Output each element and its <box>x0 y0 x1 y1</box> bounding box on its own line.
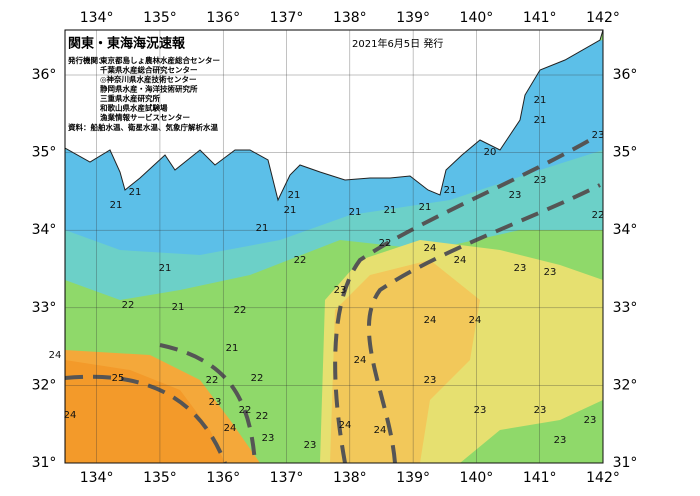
temperature-label: 21 <box>226 343 239 354</box>
temperature-label: 21 <box>349 207 362 218</box>
kuroshio-axis <box>65 138 601 463</box>
lon-label-top: 140° <box>460 10 494 26</box>
temperature-label: 21 <box>419 202 432 213</box>
temperature-label: 24 <box>339 420 352 431</box>
temperature-label: 23 <box>544 267 557 278</box>
temperature-label: 21 <box>129 187 142 198</box>
temperature-label: 21 <box>256 223 269 234</box>
lon-label-bottom: 136° <box>206 470 240 486</box>
lon-label-top: 135° <box>143 10 177 26</box>
lat-label-left: 36° <box>32 67 57 83</box>
temperature-label: 21 <box>159 263 172 274</box>
lat-label-left: 35° <box>32 145 57 161</box>
temperature-label: 25 <box>112 373 125 384</box>
temperature-label: 24 <box>224 423 237 434</box>
temperature-label: 21 <box>384 205 397 216</box>
temperature-label: 22 <box>206 375 219 386</box>
temperature-label: 24 <box>454 255 467 266</box>
issue-date: 2021年6月5日 発行 <box>352 37 443 50</box>
map-title: 関東・東海海況速報 <box>68 36 186 52</box>
issuer: 静岡県水産・海洋技術研究所 <box>100 84 198 94</box>
lat-label-right: 36° <box>613 67 638 83</box>
lon-label-top: 139° <box>396 10 430 26</box>
issuer: 千葉県水産総合研究センター <box>100 65 198 75</box>
temperature-label: 23 <box>474 405 487 416</box>
lat-label-left: 33° <box>32 300 57 316</box>
lat-label-right: 31° <box>613 455 638 471</box>
land <box>65 30 603 202</box>
temperature-label: 23 <box>534 405 547 416</box>
lon-label-bottom: 137° <box>270 470 304 486</box>
temperature-label: 23 <box>424 375 437 386</box>
temperature-label: 22 <box>239 405 252 416</box>
temperature-label: 21 <box>444 185 457 196</box>
temperature-label: 22 <box>294 255 307 266</box>
temperature-label: 22 <box>379 238 392 249</box>
lon-label-bottom: 138° <box>333 470 367 486</box>
temperature-label: 23 <box>262 433 275 444</box>
temperature-label: 22 <box>234 305 247 316</box>
temperature-label: 21 <box>110 200 123 211</box>
lon-label-top: 137° <box>270 10 304 26</box>
temperature-label: 24 <box>374 425 387 436</box>
temperature-label: 23 <box>592 130 605 141</box>
temperature-label: 24 <box>49 350 62 361</box>
lat-label-left: 32° <box>32 377 57 393</box>
temperature-label: 23 <box>584 415 597 426</box>
temperature-label: 24 <box>64 410 77 421</box>
lon-label-top: 136° <box>206 10 240 26</box>
temperature-label: 24 <box>424 315 437 326</box>
temperature-label: 23 <box>534 175 547 186</box>
temperature-label: 23 <box>554 435 567 446</box>
temperature-label: 24 <box>424 243 437 254</box>
lon-label-bottom: 139° <box>396 470 430 486</box>
lon-label-top: 134° <box>80 10 114 26</box>
temperature-label: 24 <box>469 315 482 326</box>
lon-label-top: 142° <box>586 10 620 26</box>
data-source: 資料：船舶水温、衛星水温、気象庁解析水温 <box>68 122 218 132</box>
sea-orange-core <box>65 360 225 463</box>
temperature-label: 23 <box>304 440 317 451</box>
temperature-label: 21 <box>534 115 547 126</box>
lon-label-top: 138° <box>333 10 367 26</box>
temperature-label: 23 <box>509 190 522 201</box>
temperature-label: 20 <box>484 147 497 158</box>
temperature-label: 22 <box>592 210 605 221</box>
temperature-label: 24 <box>354 355 367 366</box>
temperature-label: 23 <box>209 397 222 408</box>
issuer: ◎神奈川県水産技術センター <box>100 74 197 84</box>
lat-label-right: 34° <box>613 222 638 238</box>
sea-warm <box>330 260 480 463</box>
lat-label-left: 34° <box>32 222 57 238</box>
lat-label-right: 35° <box>613 145 638 161</box>
issuer: 漁業情報サービスセンター <box>100 112 190 122</box>
lon-label-top: 141° <box>523 10 557 26</box>
lon-label-bottom: 134° <box>80 470 114 486</box>
temperature-label: 23 <box>334 285 347 296</box>
lon-label-bottom: 135° <box>143 470 177 486</box>
lat-label-right: 33° <box>613 300 638 316</box>
lon-label-bottom: 141° <box>523 470 557 486</box>
lon-label-bottom: 142° <box>586 470 620 486</box>
lat-label-right: 32° <box>613 377 638 393</box>
issuer-label: 発行機関： <box>67 55 106 65</box>
temperature-label: 21 <box>534 95 547 106</box>
temperature-label: 22 <box>122 300 135 311</box>
temperature-label: 21 <box>172 302 185 313</box>
sea-surface <box>65 30 603 463</box>
temperature-label: 21 <box>288 190 301 201</box>
temperature-label: 23 <box>514 263 527 274</box>
lat-label-left: 31° <box>32 455 57 471</box>
lon-label-bottom: 140° <box>460 470 494 486</box>
temperature-label: 22 <box>256 411 269 422</box>
temperature-label: 21 <box>284 205 297 216</box>
temperature-label: 22 <box>251 373 264 384</box>
issuer: 和歌山県水産試験場 <box>100 103 168 113</box>
issuer: 三重県水産研究所 <box>100 93 160 103</box>
